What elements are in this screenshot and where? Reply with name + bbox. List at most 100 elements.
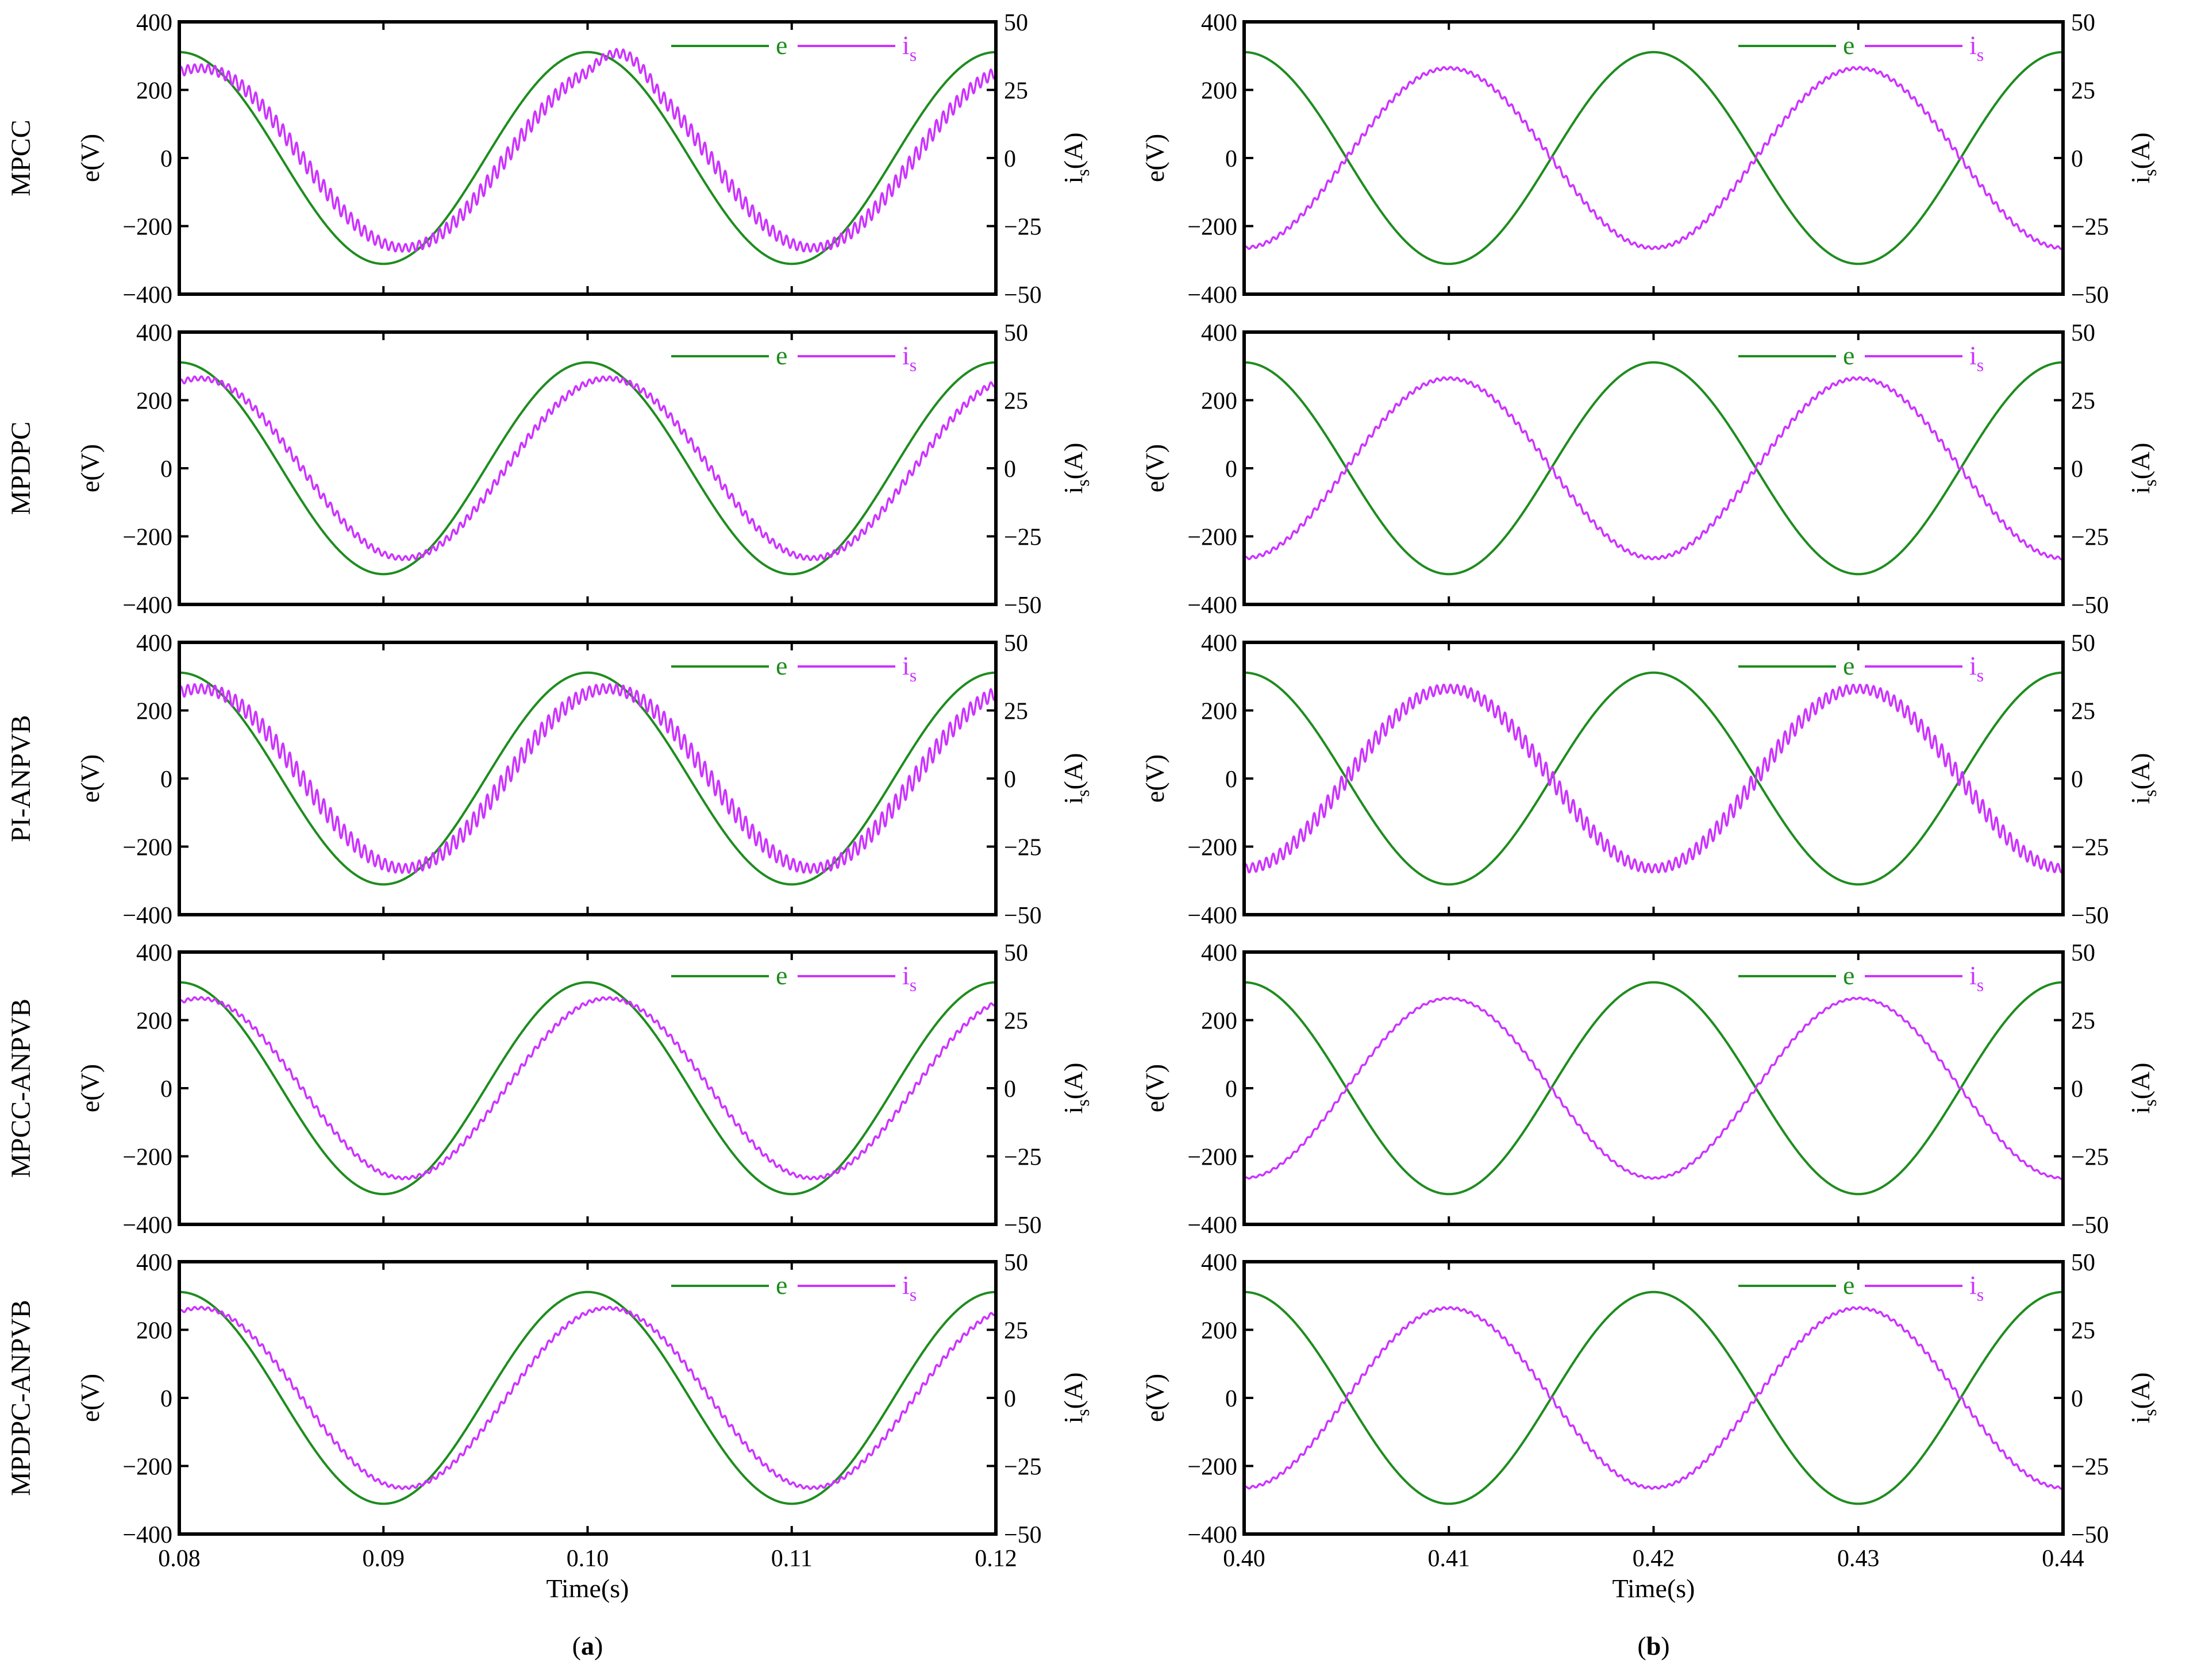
left-tick-label: 400 [136,940,172,966]
legend-is-label: is [1969,341,1984,375]
left-tick-label: −400 [122,1522,172,1548]
right-axis-label: is(A) [1059,442,1093,494]
left-tick-label: 0 [160,1386,172,1412]
x-tick-label: 0.44 [2042,1546,2084,1572]
right-axis-label-sub: s [2139,479,2160,486]
x-tick-label: 0.43 [1837,1546,1880,1572]
left-tick-label: −400 [1187,1212,1237,1239]
legend-is-label-sub: s [1977,355,1984,375]
left-tick-label: 400 [1201,320,1237,346]
series-e-line [1244,361,2063,576]
left-axis-label: e(V) [75,1374,105,1422]
series-is-line [1244,65,2063,251]
legend-e-label: e [776,1270,787,1300]
left-tick-label: −200 [122,835,172,861]
right-tick-label: −25 [2071,214,2109,241]
left-tick-label: −200 [1187,1454,1237,1481]
legend-is-label: is [902,961,917,995]
right-axis-label-main: i [1059,797,1088,804]
right-tick-label: 50 [1004,320,1028,346]
right-tick-label: 25 [2071,78,2095,105]
right-tick-label: −50 [2071,592,2109,619]
left-tick-label: −400 [122,903,172,929]
left-axis-label: e(V) [75,444,105,492]
panel-label-close: ) [1661,1631,1669,1660]
right-axis-label-tail: (A) [2126,132,2155,169]
left-tick-label: 0 [160,146,172,172]
left-tick-label: 0 [1225,766,1237,793]
left-tick-label: 200 [136,78,172,105]
right-tick-label: 50 [1004,10,1028,36]
right-tick-label: −50 [1004,1522,1042,1548]
right-axis-label: is(A) [1059,753,1093,804]
right-axis-label-main: i [1059,1416,1088,1424]
left-tick-label: 0 [160,1076,172,1103]
right-axis-label: is(A) [2126,442,2160,494]
panel-label: (b) [1637,1631,1669,1660]
right-tick-label: 0 [1004,146,1016,172]
right-tick-label: 50 [2071,1250,2095,1276]
right-tick-label: 25 [2071,388,2095,415]
x-tick-label: 0.08 [158,1546,201,1572]
x-tick-label: 0.41 [1428,1546,1471,1572]
left-tick-label: 200 [1201,388,1237,415]
left-tick-label: 0 [1225,1386,1237,1412]
legend-is-label-main: i [902,341,910,370]
series-e-line [1244,671,2063,886]
right-axis-label: is(A) [2126,753,2160,804]
plot-frame [1242,20,2065,296]
right-tick-label: 50 [2071,320,2095,346]
right-tick-label: −25 [1004,835,1042,861]
panel-label-letter: a [581,1631,594,1660]
series-is-line [1244,376,2063,561]
right-axis-label-main: i [2126,1107,2155,1114]
x-axis-label: Time(s) [1612,1574,1695,1603]
series-e-line [179,51,996,265]
legend-e-label: e [776,651,787,680]
left-axis-label: e(V) [75,134,105,182]
left-axis-label: e(V) [1140,134,1169,182]
left-tick-label: 200 [1201,1008,1237,1035]
legend-is-label-sub: s [910,44,917,65]
legend-is-label: is [1969,1270,1984,1305]
series-e-line [179,361,996,576]
left-tick-label: 400 [1201,1250,1237,1276]
right-axis-label-sub: s [2139,1409,2160,1416]
legend-is-label-sub: s [1977,44,1984,65]
left-tick-label: −400 [1187,592,1237,619]
left-tick-label: 400 [1201,940,1237,966]
left-tick-label: 0 [160,766,172,793]
row-label-mpdpc: MPDPC [6,422,36,515]
right-axis-label-tail: (A) [2126,442,2155,479]
legend-is-label: is [1969,961,1984,995]
left-tick-label: −400 [122,282,172,309]
left-tick-label: −400 [1187,1522,1237,1548]
right-tick-label: −50 [2071,282,2109,309]
right-tick-label: 0 [1004,456,1016,483]
left-tick-label: −200 [1187,214,1237,241]
right-tick-label: 50 [2071,940,2095,966]
right-tick-label: −50 [1004,282,1042,309]
left-tick-label: 200 [136,1318,172,1344]
right-tick-label: 0 [2071,1076,2083,1103]
right-axis-label-sub: s [1072,1409,1093,1416]
plot-frame [1242,950,2065,1226]
panel-label-open: ( [1637,1631,1646,1660]
right-tick-label: 50 [1004,940,1028,966]
legend-is-label-sub: s [910,974,917,995]
legend-e-label: e [1843,961,1854,990]
right-tick-label: 0 [1004,766,1016,793]
left-tick-label: 400 [136,320,172,346]
right-axis-label-tail: (A) [1059,132,1088,169]
panel-label: (a) [572,1631,603,1660]
right-axis-label: is(A) [1059,1372,1093,1423]
right-axis-label-sub: s [1072,169,1093,176]
left-tick-label: −200 [122,1454,172,1481]
x-tick-label: 0.42 [1633,1546,1675,1572]
left-tick-label: −200 [1187,525,1237,551]
right-tick-label: −25 [2071,1145,2109,1171]
right-axis-label-tail: (A) [1059,753,1088,789]
